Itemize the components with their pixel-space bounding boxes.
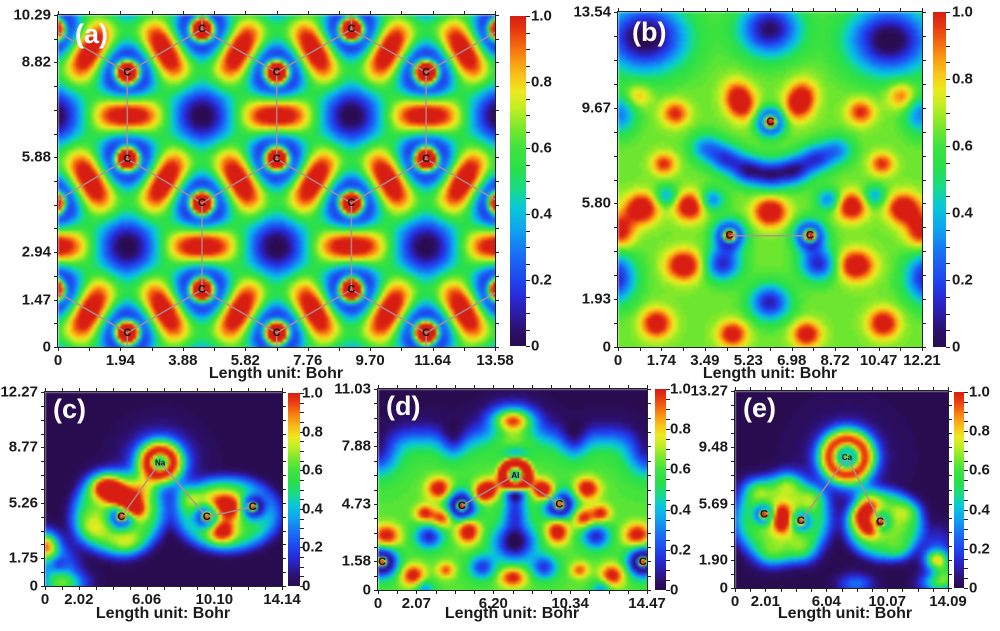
svg-text:C: C — [378, 556, 386, 568]
svg-text:C: C — [726, 230, 734, 242]
svg-text:C: C — [422, 66, 430, 78]
svg-text:C: C — [458, 500, 466, 512]
svg-text:C: C — [198, 197, 206, 209]
svg-text:C: C — [123, 153, 131, 165]
svg-text:C: C — [422, 327, 430, 339]
svg-text:C: C — [766, 116, 774, 128]
svg-text:C: C — [347, 23, 355, 35]
svg-text:C: C — [198, 284, 206, 296]
svg-text:Ca: Ca — [842, 453, 853, 462]
svg-text:C: C — [639, 556, 647, 568]
svg-text:Na: Na — [155, 458, 166, 467]
svg-text:C: C — [347, 197, 355, 209]
svg-text:C: C — [273, 153, 281, 165]
svg-text:C: C — [273, 327, 281, 339]
svg-text:C: C — [797, 515, 805, 527]
svg-text:C: C — [347, 284, 355, 296]
svg-text:C: C — [273, 66, 281, 78]
svg-text:C: C — [760, 509, 768, 521]
svg-text:C: C — [249, 501, 257, 513]
svg-text:C: C — [422, 153, 430, 165]
svg-text:C: C — [806, 230, 814, 242]
svg-text:C: C — [555, 499, 563, 511]
svg-text:C: C — [123, 327, 131, 339]
svg-text:C: C — [117, 511, 125, 523]
svg-text:C: C — [203, 511, 211, 523]
svg-text:Al: Al — [511, 471, 519, 480]
svg-text:C: C — [876, 516, 884, 528]
svg-text:C: C — [123, 66, 131, 78]
svg-text:C: C — [198, 23, 206, 35]
